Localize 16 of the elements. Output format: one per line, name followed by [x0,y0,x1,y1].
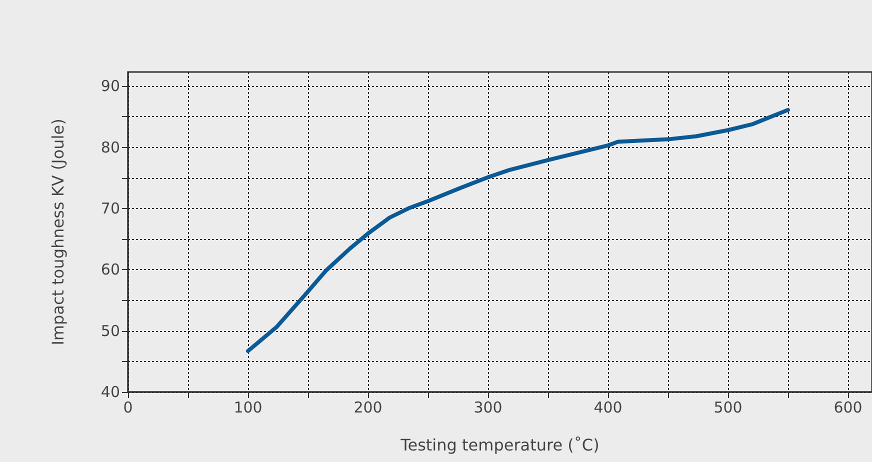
y-tick-label: 50 [100,322,120,340]
x-tick-label: 600 [834,398,862,416]
x-axis-title: Testing temperature (˚C) [400,436,600,454]
x-tick-label: 0 [123,398,133,416]
y-tick-label: 90 [100,77,120,96]
y-tick-label: 40 [100,383,120,401]
y-axis-title: Impact toughness KV (Joule) [48,118,68,346]
y-tick-label: 70 [100,199,120,218]
x-tick-label: 400 [594,398,622,416]
x-tick-label: 100 [234,398,262,416]
y-tick-label: 80 [100,138,120,156]
x-tick-label: 300 [474,398,502,416]
y-tick-label: 60 [100,260,120,279]
line-series [246,108,790,354]
x-tick-label: 200 [354,398,382,416]
x-tick-label: 500 [714,398,742,416]
